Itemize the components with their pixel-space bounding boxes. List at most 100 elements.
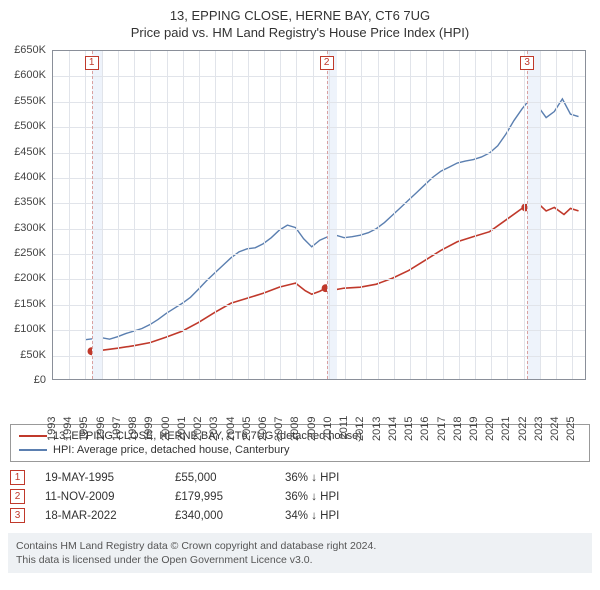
sale-date: 18-MAR-2022 [45,510,155,522]
gridline-v [410,51,411,379]
y-axis-ticks: £0£50K£100K£150K£200K£250K£300K£350K£400… [8,50,50,380]
sale-price: £179,995 [175,491,265,503]
sale-marker-box: 1 [85,56,99,70]
gridline-v [85,51,86,379]
gridline-v [426,51,427,379]
sale-row: 2 11-NOV-2009 £179,995 36% ↓ HPI [10,487,590,506]
sale-date: 19-MAY-1995 [45,472,155,484]
x-tick-label: 2014 [387,416,399,440]
attribution-line: Contains HM Land Registry data © Crown c… [16,539,584,553]
gridline-v [491,51,492,379]
gridline-v [69,51,70,379]
gridline-v [167,51,168,379]
gridline-v [134,51,135,379]
x-tick-label: 2023 [533,416,545,440]
y-tick-label: £250K [14,247,46,259]
x-tick-label: 2007 [273,416,285,440]
x-tick-label: 2001 [176,416,188,440]
gridline-v [248,51,249,379]
sale-marker-line [92,51,93,379]
x-tick-label: 2003 [208,416,220,440]
sale-number-box: 2 [10,489,25,504]
gridline-h [53,102,585,103]
sale-vs-hpi: 34% ↓ HPI [285,510,339,522]
gridline-h [53,254,585,255]
sale-number-box: 3 [10,508,25,523]
gridline-v [378,51,379,379]
gridline-v [102,51,103,379]
gridline-v [183,51,184,379]
x-tick-label: 2022 [517,416,529,440]
gridline-v [345,51,346,379]
chart: £0£50K£100K£150K£200K£250K£300K£350K£400… [8,46,592,416]
x-tick-label: 2010 [322,416,334,440]
x-tick-label: 2008 [289,416,301,440]
sale-row: 3 18-MAR-2022 £340,000 34% ↓ HPI [10,506,590,525]
gridline-v [150,51,151,379]
legend-row: HPI: Average price, detached house, Cant… [19,443,581,457]
x-tick-label: 1993 [46,416,58,440]
gridline-h [53,356,585,357]
sale-price: £340,000 [175,510,265,522]
sale-date: 11-NOV-2009 [45,491,155,503]
x-tick-label: 1998 [127,416,139,440]
y-tick-label: £300K [14,222,46,234]
sale-marker-line [527,51,528,379]
x-tick-label: 2021 [500,416,512,440]
x-tick-label: 1996 [95,416,107,440]
gridline-v [556,51,557,379]
sale-marker-box: 3 [520,56,534,70]
x-tick-label: 2012 [354,416,366,440]
gridline-h [53,305,585,306]
y-tick-label: £150K [14,298,46,310]
x-tick-label: 2011 [338,416,350,440]
sale-vs-hpi: 36% ↓ HPI [285,491,339,503]
x-tick-label: 2009 [306,416,318,440]
x-tick-label: 2025 [565,416,577,440]
x-tick-label: 2013 [371,416,383,440]
sale-row: 119-MAY-1995£55,00036% ↓ HPI [10,468,590,487]
x-tick-label: 2020 [484,416,496,440]
attribution: Contains HM Land Registry data © Crown c… [8,533,592,573]
x-tick-label: 2018 [452,416,464,440]
title-block: 13, EPPING CLOSE, HERNE BAY, CT6 7UG Pri… [8,8,592,40]
legend-label: HPI: Average price, detached house, Cant… [53,444,289,456]
gridline-h [53,203,585,204]
gridline-v [280,51,281,379]
gridline-h [53,229,585,230]
gridline-v [540,51,541,379]
gridline-v [329,51,330,379]
sale-marker-line [327,51,328,379]
gridline-h [53,76,585,77]
y-tick-label: £100K [14,323,46,335]
gridline-v [459,51,460,379]
sale-price: £55,000 [175,472,265,484]
y-tick-label: £450K [14,146,46,158]
gridline-v [361,51,362,379]
gridline-v [313,51,314,379]
legend-swatch [19,435,47,437]
x-axis-ticks: 1993199419951996199719981999200020012002… [52,380,586,416]
gridline-v [232,51,233,379]
gridline-h [53,178,585,179]
x-tick-label: 2002 [192,416,204,440]
attribution-line: This data is licensed under the Open Gov… [16,553,584,567]
gridline-h [53,127,585,128]
x-tick-label: 1997 [111,416,123,440]
chart-subtitle: Price paid vs. HM Land Registry's House … [8,25,592,40]
x-tick-label: 2015 [403,416,415,440]
y-tick-label: £650K [14,44,46,56]
y-tick-label: £0 [34,374,46,386]
chart-title: 13, EPPING CLOSE, HERNE BAY, CT6 7UG [8,8,592,23]
gridline-h [53,153,585,154]
x-tick-label: 2016 [419,416,431,440]
gridline-v [199,51,200,379]
x-tick-label: 2004 [225,416,237,440]
sales-table: 119-MAY-1995£55,00036% ↓ HPI211-NOV-2009… [10,468,590,525]
gridline-h [53,279,585,280]
x-tick-label: 2019 [468,416,480,440]
y-tick-label: £200K [14,272,46,284]
gridline-v [524,51,525,379]
x-tick-label: 1999 [143,416,155,440]
y-tick-label: £350K [14,196,46,208]
